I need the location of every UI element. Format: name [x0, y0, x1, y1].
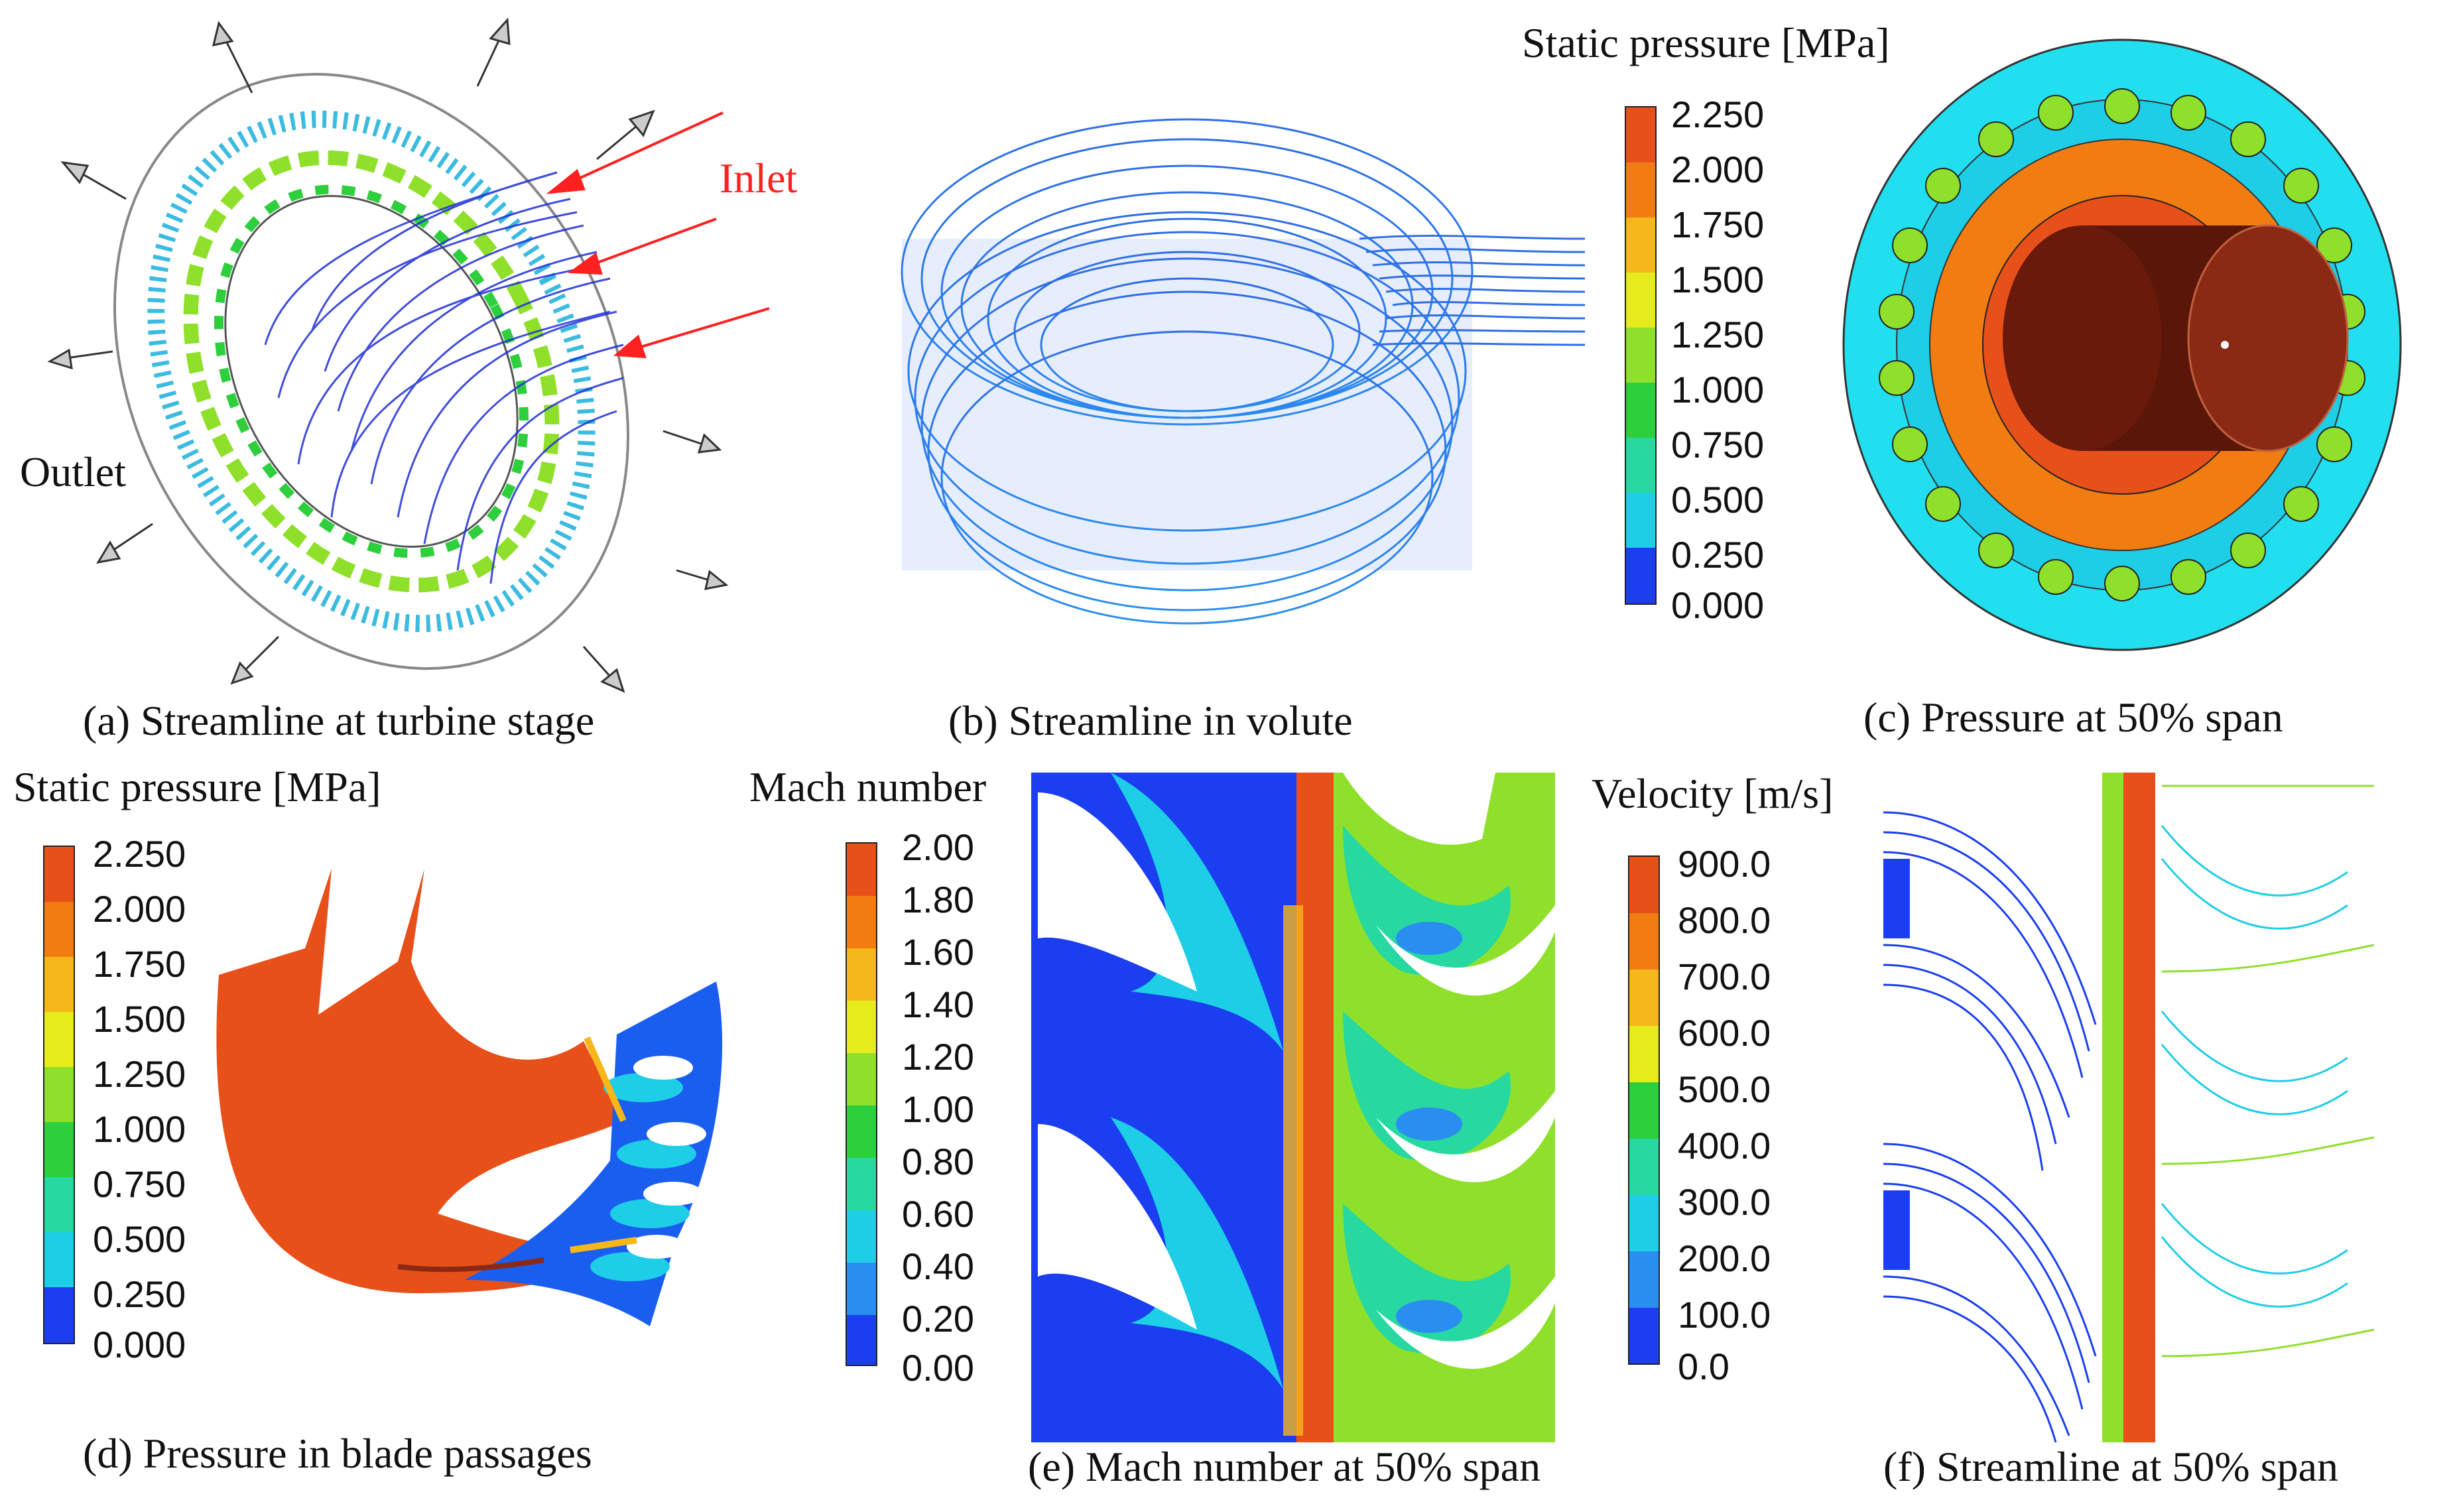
colorbar-label: 0.250	[93, 1273, 186, 1315]
panel-d-pressure-blade-passages: (d) Pressure in blade passages	[83, 869, 862, 1512]
colorbar-label: 0.250	[1671, 534, 1765, 576]
mach-contour-figure	[1031, 773, 1555, 1442]
colorbar-label: 600.0	[1678, 1012, 1771, 1054]
panel-a-streamline-turbine-stage: Inlet Outlet (a) Streamline at turbine s…	[0, 0, 829, 749]
turbine-stage-streamline-figure	[47, 17, 770, 693]
colorbar-pressure-top	[1625, 106, 1657, 605]
colorbar-label: 100.0	[1678, 1294, 1771, 1336]
colorbar-label: 0.750	[93, 1163, 186, 1205]
colorbar-title-pressure-bottom: Static pressure [MPa]	[13, 763, 381, 810]
blade-passage-pressure-figure	[216, 869, 723, 1326]
colorbar-label: 900.0	[1678, 843, 1771, 885]
colorbar-label: 1.750	[1671, 204, 1765, 245]
colorbar-label: 0.000	[1671, 584, 1765, 626]
colorbar-label: 1.250	[93, 1053, 186, 1095]
volute-streamline-figure	[901, 118, 1586, 625]
colorbar-label: 1.60	[902, 931, 974, 973]
colorbar-label: 0.500	[93, 1218, 186, 1260]
outlet-label: Outlet	[20, 448, 126, 495]
colorbar-label: 1.20	[902, 1036, 974, 1078]
caption-b: (b) Streamline in volute	[948, 697, 1353, 744]
colorbar-mach	[846, 842, 877, 1366]
caption-d: (d) Pressure in blade passages	[83, 1430, 592, 1477]
colorbar-title-velocity: Velocity [m/s]	[1592, 770, 1834, 817]
colorbar-label: 0.80	[902, 1141, 974, 1182]
caption-f: (f) Streamline at 50% span	[1883, 1443, 2338, 1490]
colorbar-label: 1.000	[1671, 369, 1765, 410]
inlet-label: Inlet	[720, 155, 798, 202]
colorbar-label: 2.250	[1671, 94, 1765, 135]
pressure-contour-turbine-figure	[1842, 38, 2402, 651]
caption-e: (e) Mach number at 50% span	[1028, 1443, 1541, 1490]
colorbar-label: 1.00	[902, 1088, 974, 1130]
caption-c: (c) Pressure at 50% span	[1863, 694, 2283, 741]
panel-e-mach-50-span: (e) Mach number at 50% span	[1028, 773, 1555, 1509]
colorbar-label: 1.500	[93, 998, 186, 1040]
colorbar-label: 2.000	[1671, 149, 1765, 190]
colorbar-label: 200.0	[1678, 1237, 1771, 1279]
colorbar-label: 500.0	[1678, 1068, 1771, 1110]
colorbar-label: 0.00	[902, 1347, 974, 1389]
colorbar-label: 1.750	[93, 943, 186, 985]
colorbar-label: 0.000	[93, 1324, 186, 1365]
colorbar-title-mach: Mach number	[749, 763, 987, 810]
colorbar-label: 2.250	[93, 833, 186, 875]
colorbar-label: 0.40	[902, 1245, 974, 1287]
colorbar-label: 0.60	[902, 1193, 974, 1235]
colorbar-label: 700.0	[1678, 956, 1771, 997]
panel-b-streamline-volute: (b) Streamline in volute	[855, 0, 1598, 749]
colorbar-label: 0.500	[1671, 479, 1765, 521]
colorbar-pressure-bottom	[43, 846, 75, 1344]
colorbar-label: 1.250	[1671, 314, 1765, 355]
colorbar-label: 2.000	[93, 888, 186, 930]
colorbar-label: 300.0	[1678, 1181, 1771, 1223]
panel-c-pressure-50-span: (c) Pressure at 50% span	[1817, 27, 2427, 749]
colorbar-label: 800.0	[1678, 899, 1771, 941]
colorbar-label: 0.0	[1678, 1346, 1729, 1387]
colorbar-label: 1.80	[902, 879, 974, 920]
colorbar-label: 2.00	[902, 826, 974, 868]
velocity-streamline-figure	[1883, 773, 2375, 1443]
colorbar-title-pressure-top: Static pressure [MPa]	[1522, 19, 1890, 66]
colorbar-label: 1.40	[902, 983, 974, 1025]
colorbar-label: 400.0	[1678, 1125, 1771, 1166]
panel-f-streamline-50-span: (f) Streamline at 50% span	[1883, 773, 2451, 1509]
colorbar-label: 0.750	[1671, 424, 1765, 466]
colorbar-label: 1.500	[1671, 259, 1765, 300]
colorbar-label: 0.20	[902, 1298, 974, 1340]
colorbar-velocity	[1628, 855, 1660, 1365]
colorbar-label: 1.000	[93, 1108, 186, 1150]
caption-a: (a) Streamline at turbine stage	[83, 697, 595, 744]
